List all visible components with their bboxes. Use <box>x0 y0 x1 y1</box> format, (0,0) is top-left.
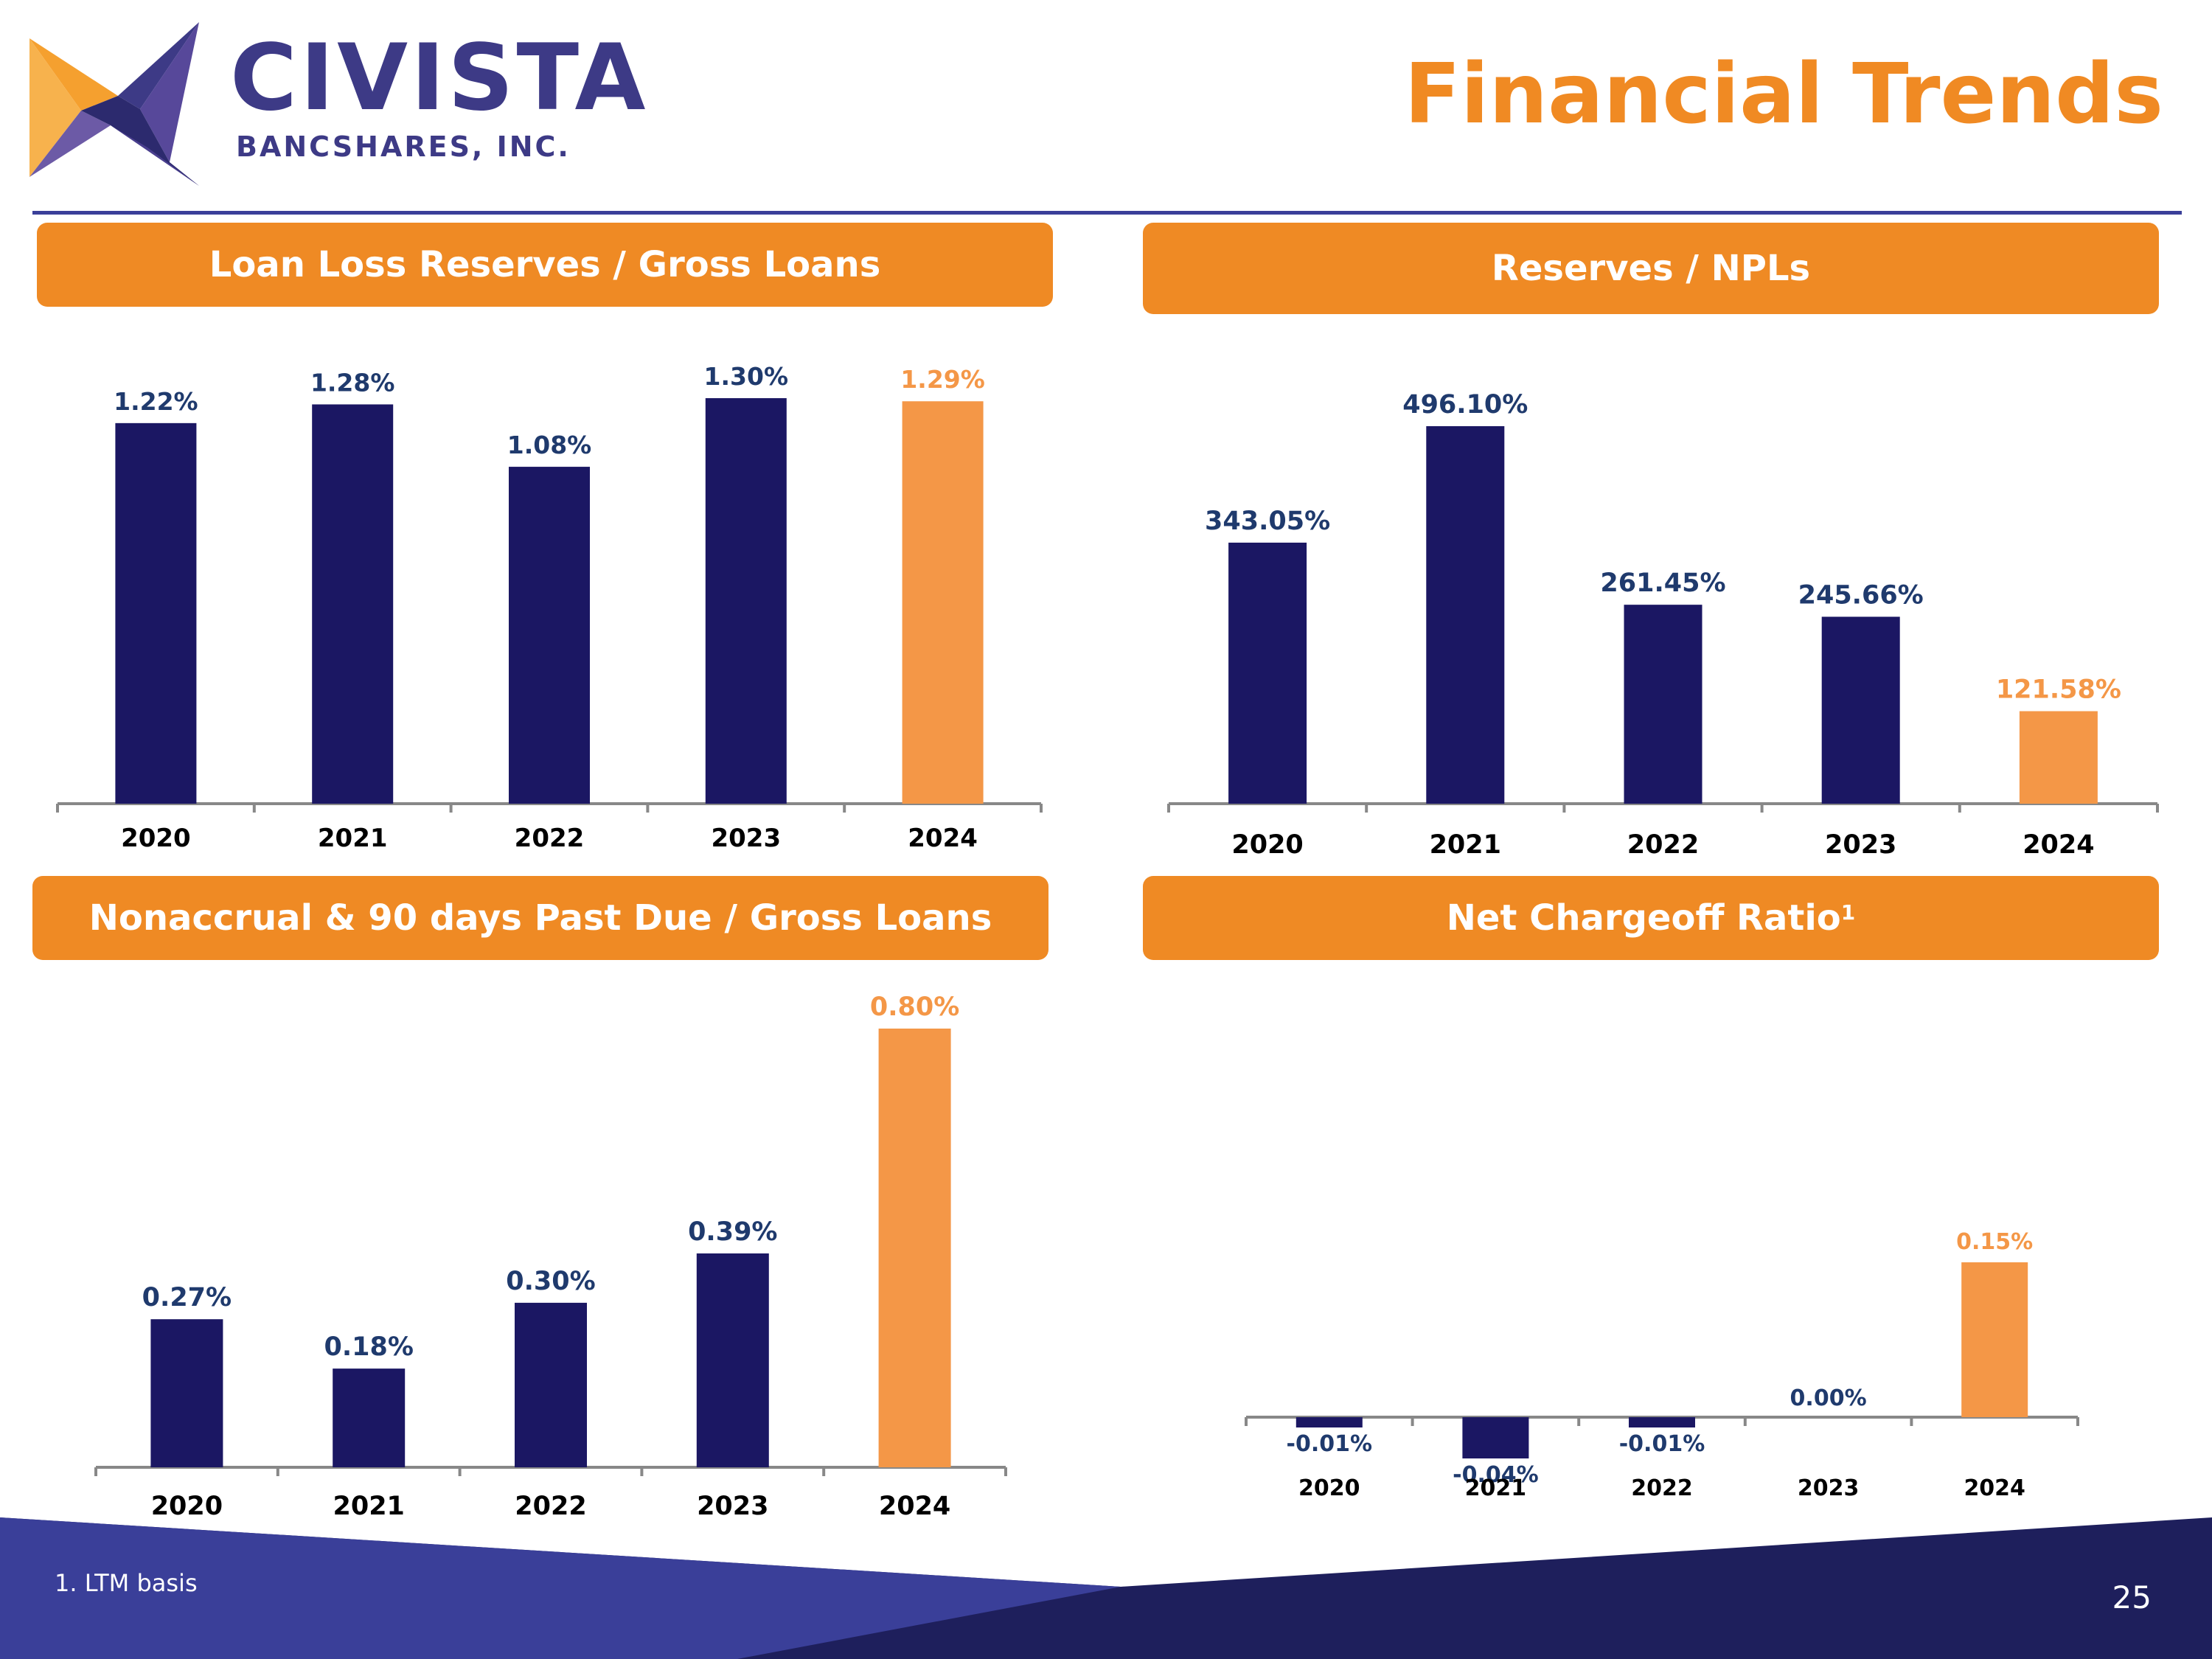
logo-name: CIVISTA <box>230 25 649 131</box>
star-logo-icon <box>29 22 199 186</box>
panel-header-nonaccrual: Nonaccrual & 90 days Past Due / Gross Lo… <box>32 876 1048 960</box>
category-label: 2022 <box>515 824 585 853</box>
bar-2021 <box>1462 1417 1529 1458</box>
category-label: 2020 <box>1298 1475 1360 1501</box>
category-label: 2020 <box>1231 830 1303 860</box>
data-label: 1.30% <box>704 362 789 391</box>
bar-2021 <box>333 1368 406 1467</box>
category-label: 2020 <box>151 1492 223 1521</box>
bar-2020 <box>1228 542 1307 804</box>
category-label: 2023 <box>1825 830 1896 860</box>
data-label: 496.10% <box>1402 390 1528 420</box>
category-label: 2021 <box>318 824 388 853</box>
footnote: 1. LTM basis <box>55 1569 198 1597</box>
category-label: 2023 <box>711 824 781 853</box>
title-divider <box>32 211 2182 215</box>
bar-2024 <box>1961 1262 2028 1417</box>
data-label: 121.58% <box>1996 675 2121 705</box>
panel-header-net-chargeoff: Net Chargeoff Ratio 1 <box>1143 876 2159 960</box>
bar-2022 <box>515 1302 587 1467</box>
category-label: 2023 <box>697 1492 768 1521</box>
panel-header-label: Nonaccrual & 90 days Past Due / Gross Lo… <box>88 897 992 939</box>
bar-2022 <box>1629 1417 1695 1427</box>
bar-2024 <box>878 1029 951 1467</box>
category-label: 2022 <box>1631 1475 1693 1501</box>
bar-2024 <box>902 401 984 804</box>
logo-subtitle: BANCSHARES, INC. <box>236 131 571 163</box>
bar-2023 <box>705 398 787 804</box>
footer-band <box>0 1517 2212 1659</box>
data-label: -0.01% <box>1619 1431 1705 1457</box>
data-label: 1.22% <box>114 387 198 416</box>
data-label: 0.80% <box>870 992 959 1022</box>
data-label: -0.01% <box>1287 1431 1373 1457</box>
panel-header-label: Net Chargeoff Ratio <box>1446 897 1841 939</box>
category-label: 2024 <box>1964 1475 2025 1501</box>
category-label: 2024 <box>2023 830 2094 860</box>
category-label: 2024 <box>908 824 978 853</box>
category-label: 2024 <box>879 1492 950 1521</box>
panel-header-label: Loan Loss Reserves / Gross Loans <box>209 244 881 285</box>
footnote-marker: 1 <box>1840 900 1856 925</box>
data-label: 1.08% <box>507 431 592 459</box>
bar-2022 <box>509 467 590 804</box>
data-label: 0.30% <box>506 1267 595 1296</box>
panel-header-loan-loss: Loan Loss Reserves / Gross Loans <box>37 223 1053 307</box>
data-label: 261.45% <box>1600 568 1725 598</box>
data-label: 0.18% <box>324 1332 413 1362</box>
page-title: Financial Trends <box>1404 46 2163 142</box>
bar-2023 <box>1821 616 1900 804</box>
bar-2020 <box>1295 1417 1363 1427</box>
data-label: 1.28% <box>310 368 395 397</box>
data-label: 343.05% <box>1205 507 1330 536</box>
data-label: 0.00% <box>1790 1385 1867 1411</box>
category-label: 2021 <box>333 1492 404 1521</box>
category-label: 2020 <box>121 824 191 853</box>
category-label: 2021 <box>1430 830 1501 860</box>
panel-header-reserves-npls: Reserves / NPLs <box>1143 223 2159 314</box>
bar-2020 <box>150 1319 223 1467</box>
data-label: 1.29% <box>900 365 985 394</box>
panel-header-label: Reserves / NPLs <box>1491 248 1811 289</box>
bar-2021 <box>1426 426 1505 804</box>
category-label: 2022 <box>1627 830 1699 860</box>
data-label: 0.15% <box>1956 1229 2033 1255</box>
category-label: 2021 <box>1465 1475 1527 1501</box>
bar-2021 <box>312 404 394 804</box>
page-number: 25 <box>2112 1579 2152 1615</box>
bar-2022 <box>1624 605 1703 804</box>
company-logo: CIVISTA BANCSHARES, INC. <box>29 22 645 192</box>
bar-2023 <box>696 1253 769 1467</box>
bar-2020 <box>115 422 197 804</box>
category-label: 2022 <box>515 1492 586 1521</box>
data-label: 0.39% <box>688 1217 777 1247</box>
category-label: 2023 <box>1798 1475 1860 1501</box>
data-label: 0.27% <box>142 1283 232 1312</box>
bar-2024 <box>2019 711 2098 804</box>
data-label: 245.66% <box>1798 580 1924 610</box>
data-label: -0.04% <box>1453 1462 1539 1488</box>
